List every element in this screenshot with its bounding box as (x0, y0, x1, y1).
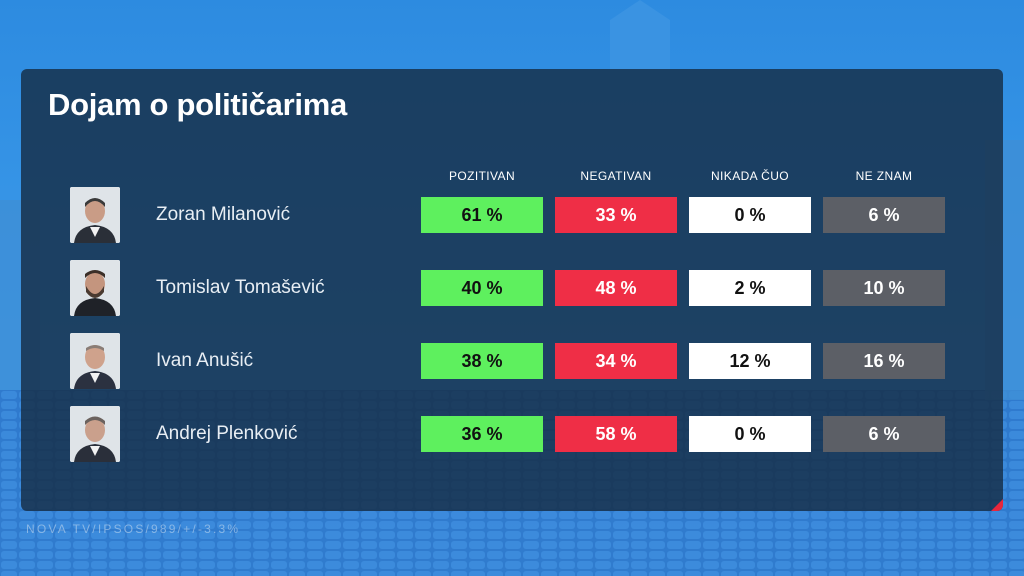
source-caption: NOVA TV/IPSOS/989/+/-3.3% (26, 522, 241, 536)
corner-accent (991, 499, 1003, 511)
results-panel: Dojam o političarima POZITIVAN NEGATIVAN… (21, 69, 1003, 511)
politician-name: Tomislav Tomašević (156, 277, 325, 298)
value-cell-pozitivan: 61 % (421, 197, 543, 233)
politician-name: Ivan Anušić (156, 350, 254, 371)
value-cell-nikada-cuo: 0 % (689, 197, 811, 233)
value-cell-pozitivan: 40 % (421, 270, 543, 306)
value-cell-nikada-cuo: 0 % (689, 416, 811, 452)
column-header-ne-znam: NE ZNAM (855, 169, 913, 183)
avatar (70, 187, 120, 243)
column-header-pozitivan: POZITIVAN (448, 169, 516, 183)
politician-name: Andrej Plenković (156, 423, 298, 444)
value-cell-pozitivan: 38 % (421, 343, 543, 379)
value-cell-nikada-cuo: 12 % (689, 343, 811, 379)
avatar (70, 333, 120, 389)
value-cell-ne-znam: 16 % (823, 343, 945, 379)
avatar (70, 406, 120, 462)
table-row: Tomislav Tomašević 40 % 48 % 2 % 10 % (21, 260, 1003, 320)
value-cell-negativan: 33 % (555, 197, 677, 233)
table-row: Andrej Plenković 36 % 58 % 0 % 6 % (21, 406, 1003, 466)
value-cell-negativan: 48 % (555, 270, 677, 306)
page-title: Dojam o političarima (48, 87, 347, 122)
value-cell-negativan: 34 % (555, 343, 677, 379)
value-cell-negativan: 58 % (555, 416, 677, 452)
table-row: Ivan Anušić 38 % 34 % 12 % 16 % (21, 333, 1003, 393)
avatar (70, 260, 120, 316)
politician-name: Zoran Milanović (156, 204, 291, 225)
value-cell-nikada-cuo: 2 % (689, 270, 811, 306)
column-header-negativan: NEGATIVAN (580, 169, 652, 183)
value-cell-pozitivan: 36 % (421, 416, 543, 452)
value-cell-ne-znam: 10 % (823, 270, 945, 306)
value-cell-ne-znam: 6 % (823, 416, 945, 452)
column-header-nikada-cuo: NIKADA ČUO (710, 169, 789, 183)
value-cell-ne-znam: 6 % (823, 197, 945, 233)
table-row: Zoran Milanović 61 % 33 % 0 % 6 % (21, 187, 1003, 247)
